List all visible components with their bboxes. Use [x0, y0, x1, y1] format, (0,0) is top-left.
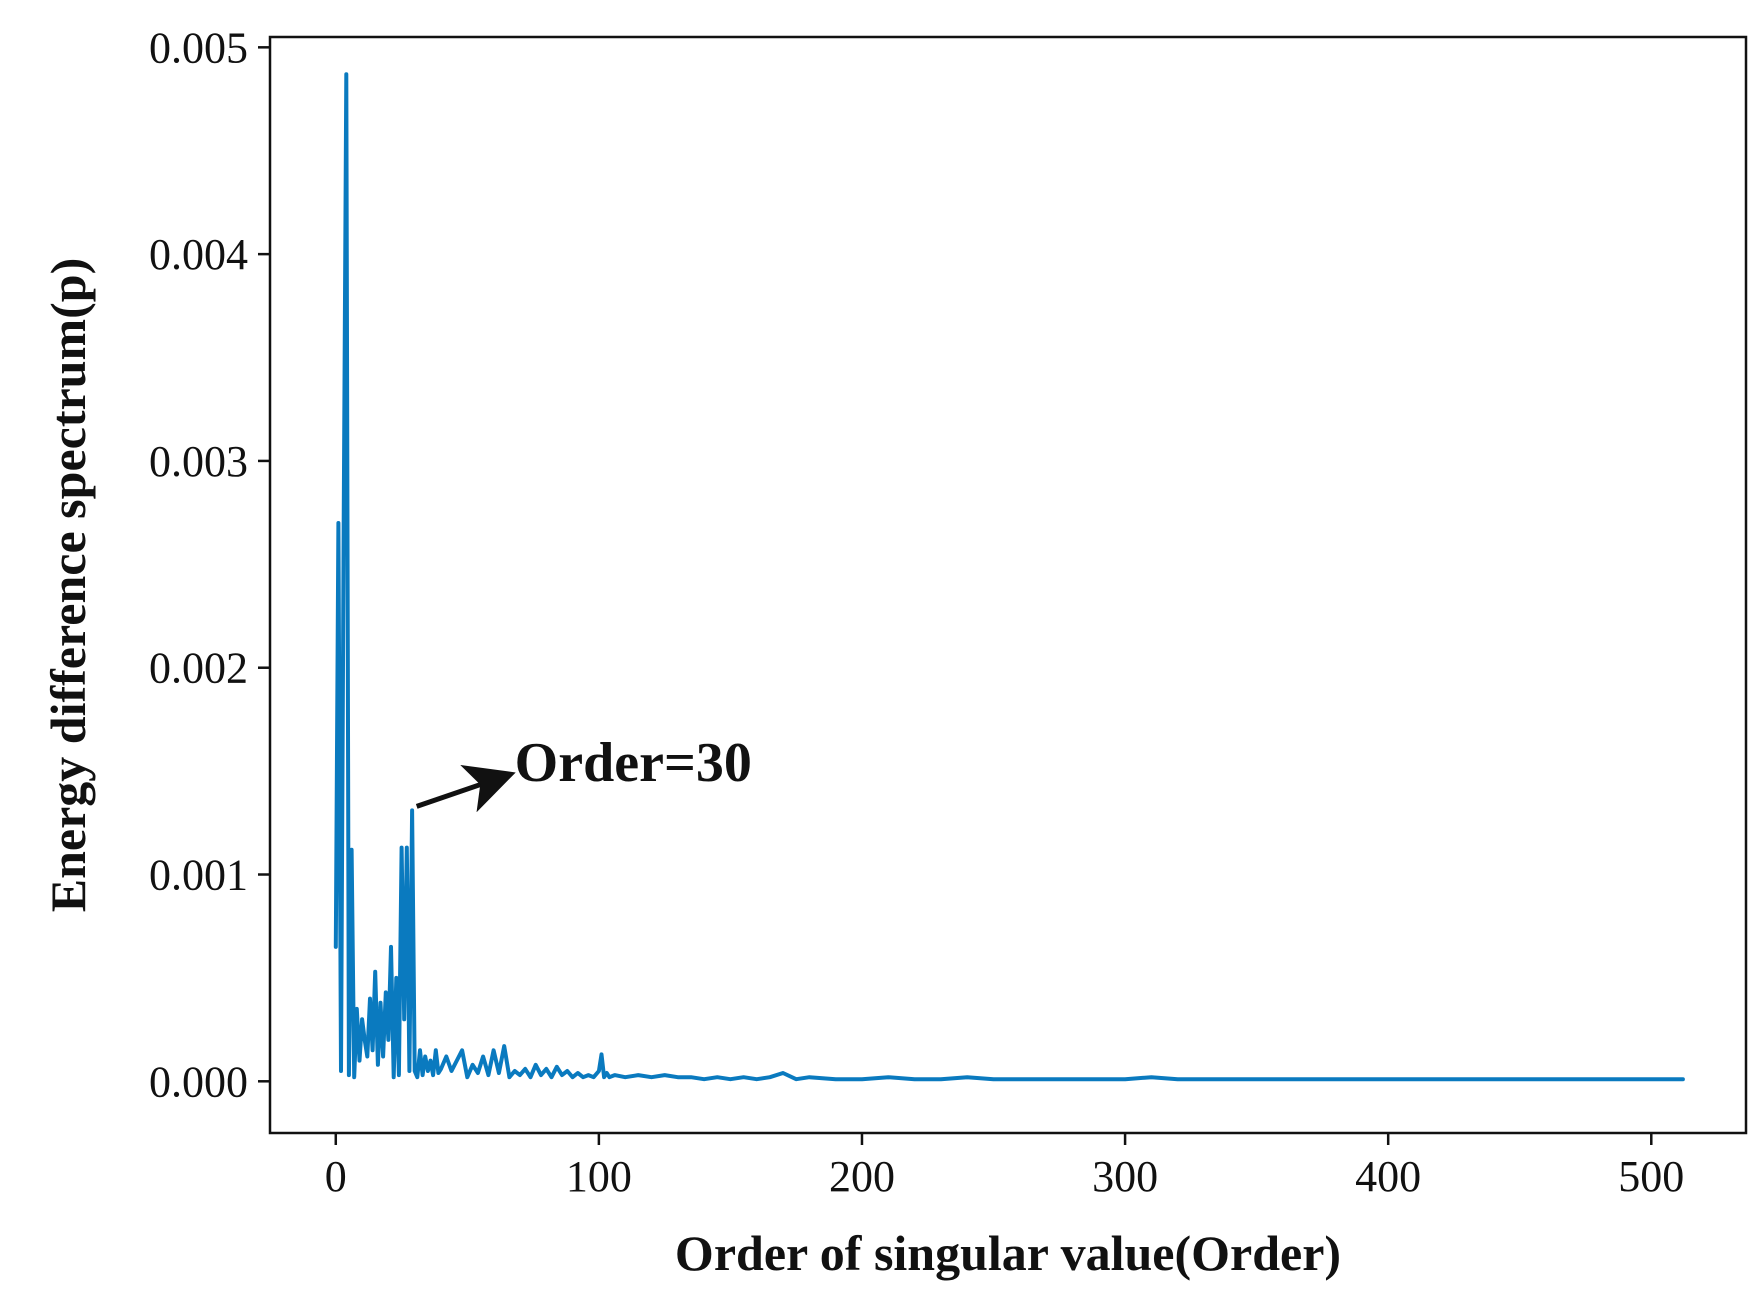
- y-tick-label: 0.002: [149, 644, 248, 693]
- x-tick-label: 200: [829, 1152, 895, 1201]
- y-tick-label: 0.004: [149, 230, 248, 279]
- y-tick-label: 0.003: [149, 437, 248, 486]
- y-axis: 0.000 0.001 0.002 0.003 0.004 0.005: [149, 23, 270, 1106]
- x-tick-label: 300: [1092, 1152, 1158, 1201]
- axes-frame: [268, 35, 1748, 1135]
- x-tick-label: 0: [325, 1152, 347, 1201]
- annotation-label: Order=30: [515, 732, 752, 794]
- y-tick-label: 0.001: [149, 851, 248, 900]
- y-tick-label: 0.005: [149, 23, 248, 72]
- data-layer: [333, 72, 1685, 1082]
- series-line-0: [333, 72, 1685, 1082]
- annotation-layer: Order=30: [415, 732, 752, 813]
- annotation-arrow: [415, 765, 516, 813]
- x-tick-label: 500: [1618, 1152, 1684, 1201]
- y-tick-label: 0.000: [149, 1057, 248, 1106]
- x-axis-title: Order of singular value(Order): [675, 1225, 1341, 1281]
- x-tick-label: 400: [1355, 1152, 1421, 1201]
- x-axis: 0 100 200 300 400 500: [325, 1133, 1684, 1201]
- x-tick-label: 100: [566, 1152, 632, 1201]
- y-axis-title: Energy difference spectrum(p): [40, 258, 96, 912]
